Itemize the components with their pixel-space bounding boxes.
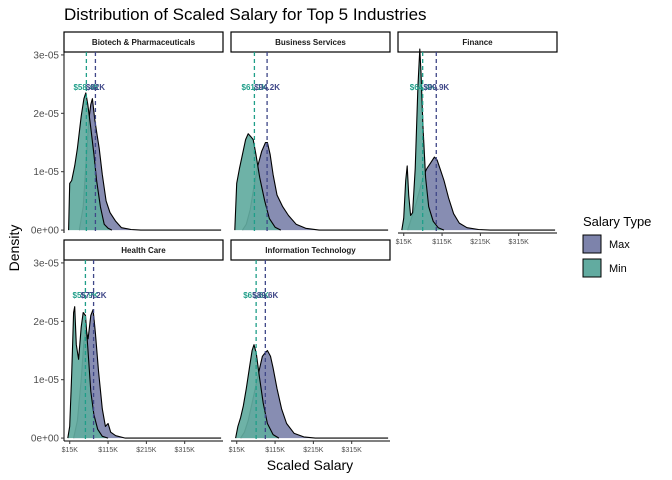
x-tick-label: $215K (303, 447, 324, 454)
mean-label-min-information-technology: $65.6K (243, 291, 269, 300)
strip-label-business-services: Business Services (275, 38, 346, 47)
panel-health-care: Health Care $55.9K$77.2K (63, 239, 224, 441)
legend-key-max (582, 234, 602, 254)
y-tick-label: 3e-05 (33, 50, 59, 61)
density-min-health-care (67, 306, 109, 439)
strip-business-services (230, 31, 391, 53)
y-tick-label: 2e-05 (33, 109, 59, 120)
x-tick-label: $15K (229, 447, 246, 454)
strip-label-finance: Finance (462, 38, 493, 47)
density-max-health-care (73, 309, 222, 439)
x-tick-label: $115K (265, 447, 285, 454)
y-tick-label: 1e-05 (33, 167, 59, 178)
mean-label-min-health-care: $55.9K (73, 291, 99, 300)
x-tick-label: $115K (98, 447, 118, 454)
x-tick-label: $215K (136, 447, 157, 454)
y-tick-label: 2e-05 (33, 317, 59, 328)
y-tick-label: 3e-05 (33, 258, 59, 269)
strip-label-information-technology: Information Technology (265, 246, 356, 255)
legend-key-min (582, 258, 602, 278)
legend-label-max: Max (609, 239, 630, 251)
strip-health-care (63, 239, 224, 261)
x-tick-label: $315K (175, 447, 196, 454)
mean-label-min-business-services: $61.1K (242, 83, 268, 92)
density-min-information-technology (235, 344, 280, 439)
facet-panels: Biotech & Pharmaceuticals $58.4K$82K Busin… (63, 31, 558, 441)
x-axes: $15K $115K $215K $315K $15K $115K $215K $315K $1… (62, 232, 557, 454)
strip-biotech-and-pharmaceuticals (63, 31, 224, 53)
density-min-business-services (234, 133, 282, 231)
x-tick-label: $315K (342, 447, 363, 454)
strip-finance (397, 31, 558, 53)
y-tick-label: 0e+00 (31, 434, 60, 445)
panel-finance: Finance $64.4K$99.9K (397, 31, 558, 233)
strip-label-biotech-and-pharmaceuticals: Biotech & Pharmaceuticals (92, 38, 196, 47)
mean-label-max-biotech-and-pharmaceuticals: $82K (86, 83, 105, 92)
y-tick-label: 0e+00 (31, 226, 60, 237)
mean-label-max-information-technology: $89.6K (252, 291, 278, 300)
strip-information-technology (230, 239, 391, 261)
mean-label-max-health-care: $77.2K (81, 291, 107, 300)
x-tick-label: $15K (396, 239, 413, 246)
y-axis-title: Density (6, 225, 22, 272)
x-tick-label: $115K (432, 239, 452, 246)
mean-label-max-finance: $99.9K (423, 83, 449, 92)
legend-title: Salary Type (583, 214, 651, 229)
x-tick-label: $15K (62, 447, 79, 454)
panel-business-services: Business Services $61.1K$94.2K (230, 31, 391, 233)
x-tick-label: $215K (470, 239, 491, 246)
y-tick-label: 1e-05 (33, 375, 59, 386)
density-min-biotech-and-pharmaceuticals (68, 92, 113, 231)
y-axes: 0e+00 1e-05 2e-05 3e-05 0e+00 1e-05 2e-05 3e-05 (31, 50, 65, 445)
legend-label-min: Min (609, 263, 627, 275)
panel-information-technology: Information Technology $65.6K$89.6K (230, 239, 391, 441)
mean-label-max-business-services: $94.2K (254, 83, 280, 92)
chart-title: Distribution of Scaled Salary for Top 5 … (64, 5, 427, 24)
panel-biotech-and-pharmaceuticals: Biotech & Pharmaceuticals $58.4K$82K (63, 31, 224, 233)
strip-label-health-care: Health Care (121, 246, 166, 255)
x-tick-label: $315K (509, 239, 530, 246)
mean-label-min-finance: $64.4K (410, 83, 436, 92)
x-axis-title: Scaled Salary (267, 457, 353, 473)
mean-label-min-biotech-and-pharmaceuticals: $58.4K (73, 83, 99, 92)
legend: Salary Type Max Min (582, 214, 651, 278)
